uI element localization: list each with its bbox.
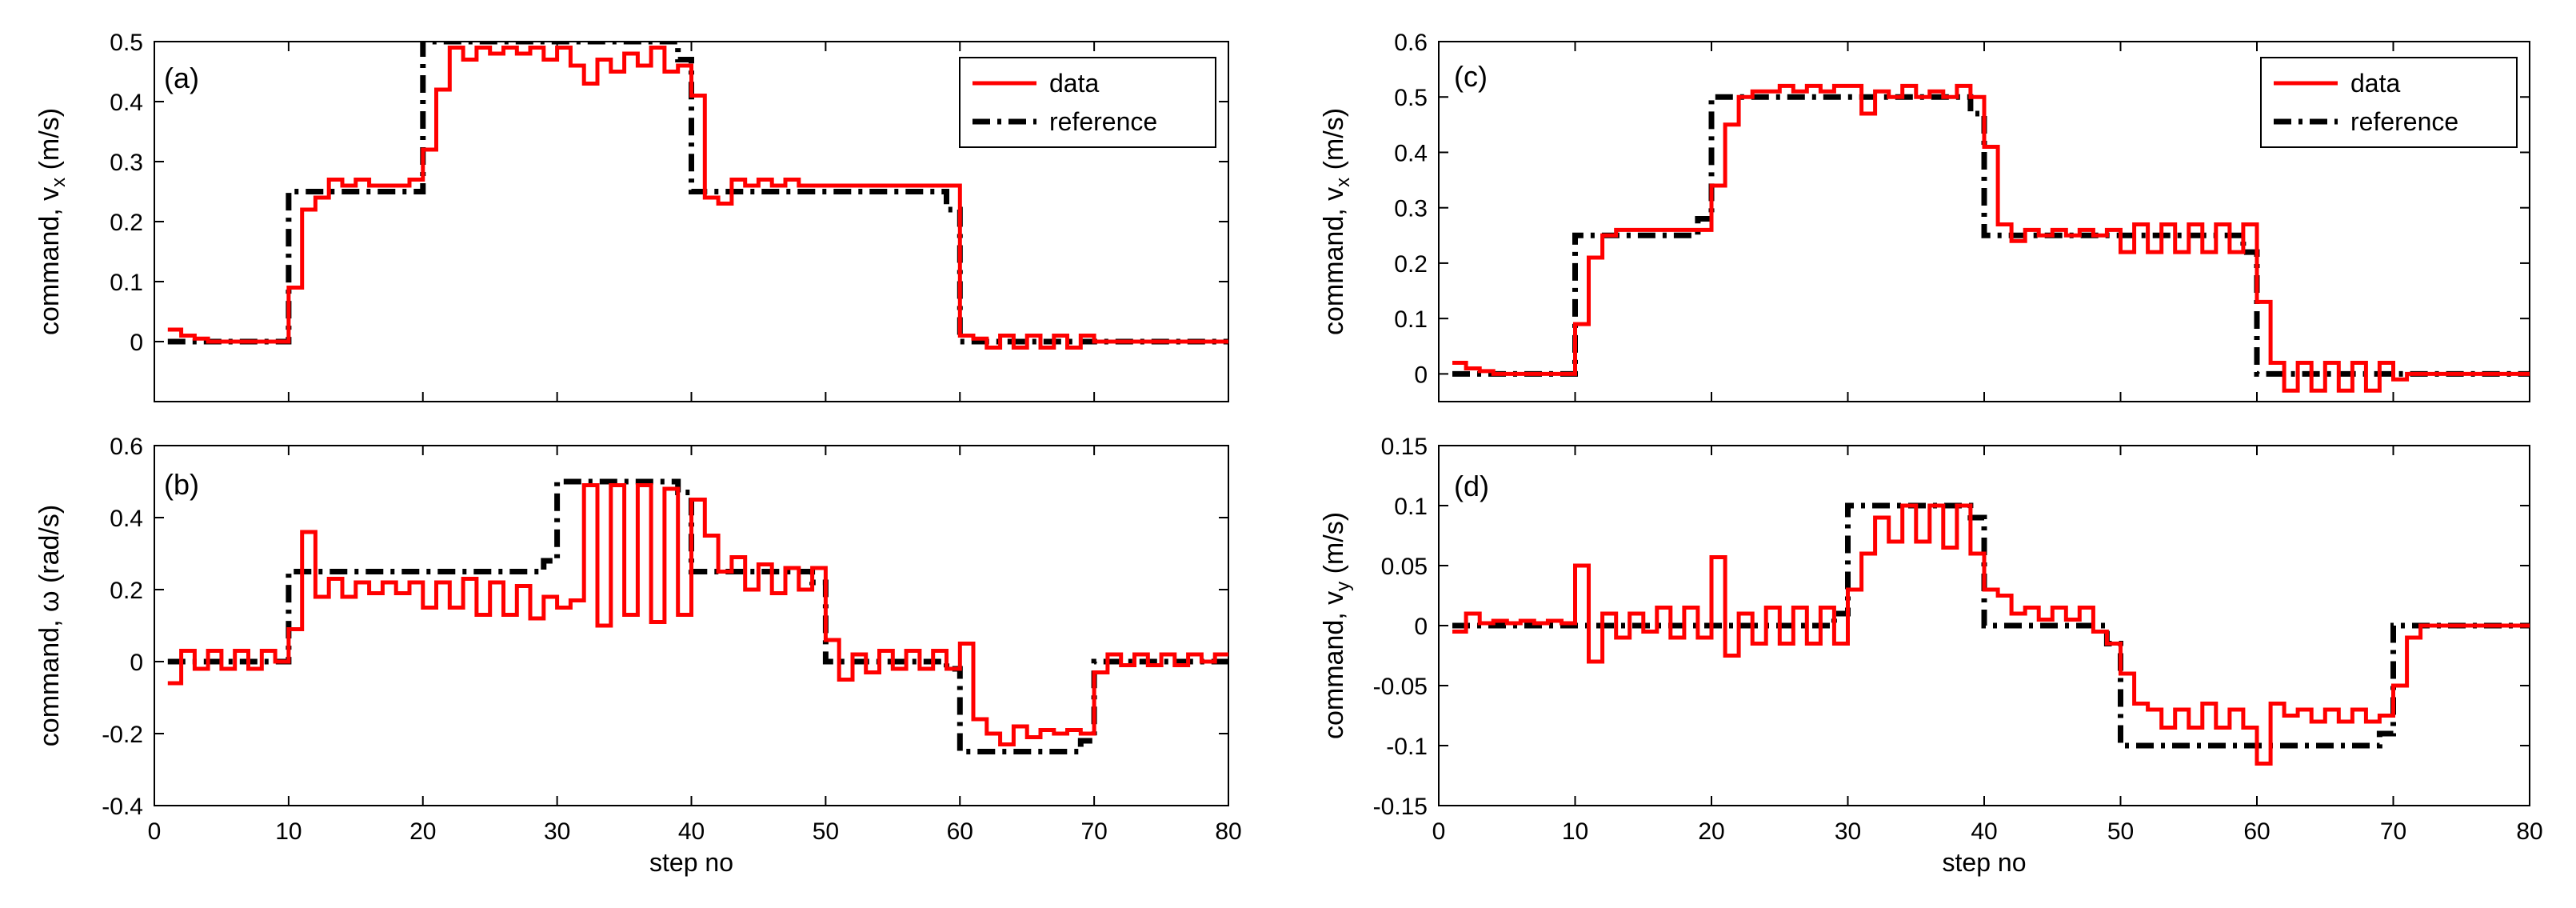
y-tick-label-c-4: 0.4 — [1394, 140, 1428, 166]
y-tick-label-c-5: 0.5 — [1394, 85, 1428, 111]
legend-label-data-c: data — [2350, 69, 2400, 98]
y-axis-label-d: command, vy (m/s) — [1319, 512, 1354, 739]
x-tick-label-b-7: 70 — [1080, 818, 1107, 845]
series-data-line-a — [167, 46, 1228, 350]
y-tick-label-b-0: -0.4 — [102, 794, 143, 820]
series-data-line-b — [167, 483, 1228, 746]
y-tick-label-a-2: 0.2 — [110, 210, 143, 236]
panel-label-d: (d) — [1454, 470, 1489, 502]
x-tick-label-d-6: 60 — [2243, 818, 2270, 845]
legend-box-a — [959, 57, 1216, 148]
legend-label-reference-a: reference — [1049, 107, 1157, 136]
y-tick-label-d-3: 0 — [1414, 614, 1428, 640]
y-tick-label-a-0: 0 — [130, 330, 143, 356]
x-tick-label-b-1: 10 — [275, 818, 302, 845]
x-axis-label-d: step no — [1943, 848, 2027, 877]
y-tick-label-d-1: -0.1 — [1386, 734, 1428, 760]
series-reference-line-d — [1452, 502, 2530, 749]
y-tick-label-d-0: -0.15 — [1373, 794, 1428, 820]
x-tick-label-d-7: 70 — [2380, 818, 2406, 845]
y-tick-label-d-6: 0.15 — [1381, 434, 1428, 460]
series-reference-line-c — [1452, 94, 2530, 377]
y-tick-label-c-6: 0.6 — [1394, 30, 1428, 56]
x-tick-label-d-1: 10 — [1562, 818, 1588, 845]
x-axis-label-b: step no — [649, 848, 733, 877]
legend-label-reference-c: reference — [2350, 107, 2458, 136]
x-tick-label-b-6: 60 — [947, 818, 973, 845]
x-tick-label-b-5: 50 — [813, 818, 839, 845]
y-tick-label-c-0: 0 — [1414, 362, 1428, 388]
y-axis-label-b: command, ω (rad/s) — [34, 505, 65, 746]
x-tick-label-d-0: 0 — [1432, 818, 1446, 845]
series-data-line-d — [1452, 503, 2530, 766]
legend-label-data-a: data — [1049, 69, 1099, 98]
y-tick-label-d-4: 0.05 — [1381, 554, 1428, 580]
x-tick-label-d-8: 80 — [2516, 818, 2542, 845]
x-tick-label-d-2: 20 — [1698, 818, 1724, 845]
y-tick-label-b-4: 0.4 — [110, 506, 143, 532]
y-tick-label-b-1: -0.2 — [102, 722, 143, 748]
y-tick-label-b-2: 0 — [130, 650, 143, 676]
x-tick-label-b-8: 80 — [1215, 818, 1241, 845]
y-tick-label-c-2: 0.2 — [1394, 251, 1428, 278]
y-tick-label-c-1: 0.1 — [1394, 306, 1428, 333]
panel-label-b: (b) — [164, 468, 199, 501]
x-tick-label-d-5: 50 — [2107, 818, 2134, 845]
panel-label-c: (c) — [1454, 60, 1488, 93]
y-tick-label-c-3: 0.3 — [1394, 196, 1428, 222]
panel-label-a: (a) — [164, 62, 199, 94]
x-tick-label-d-3: 30 — [1835, 818, 1861, 845]
x-tick-label-d-4: 40 — [1971, 818, 1997, 845]
y-tick-label-a-5: 0.5 — [110, 30, 143, 56]
x-tick-label-b-0: 0 — [148, 818, 162, 845]
x-tick-label-b-4: 40 — [678, 818, 705, 845]
y-axis-label-c: command, vx (m/s) — [1319, 108, 1354, 335]
y-tick-label-d-2: -0.05 — [1373, 674, 1428, 700]
series-reference-line-b — [167, 478, 1228, 754]
y-tick-label-d-5: 0.1 — [1394, 494, 1428, 520]
x-tick-label-b-2: 20 — [409, 818, 436, 845]
y-tick-label-b-5: 0.6 — [110, 434, 143, 460]
y-axis-label-a: command, vx (m/s) — [34, 108, 70, 335]
legend-box-c — [2260, 57, 2518, 148]
x-tick-label-b-3: 30 — [544, 818, 570, 845]
y-tick-label-a-1: 0.1 — [110, 270, 143, 296]
y-tick-label-b-3: 0.2 — [110, 578, 143, 604]
y-tick-label-a-3: 0.3 — [110, 150, 143, 176]
y-tick-label-a-4: 0.4 — [110, 90, 143, 116]
series-data-line-c — [1452, 83, 2530, 393]
